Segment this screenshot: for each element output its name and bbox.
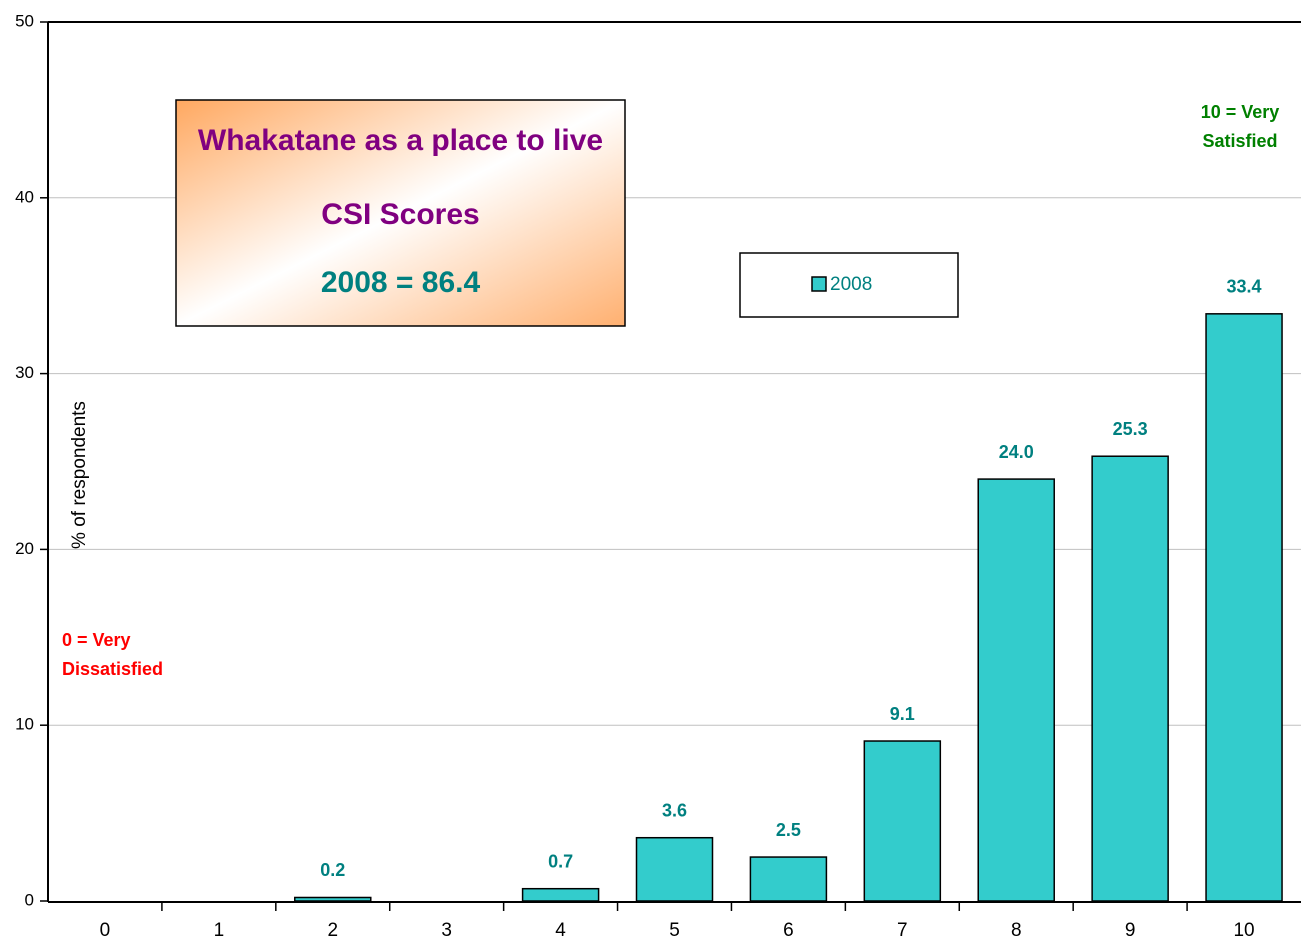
bar — [749, 856, 828, 902]
bar — [863, 740, 942, 902]
x-tick-label: 4 — [555, 920, 566, 941]
legend-swatch — [811, 276, 827, 292]
y-tick-label: 20 — [15, 539, 34, 558]
x-tick-label: 10 — [1233, 920, 1254, 941]
bar — [977, 478, 1055, 902]
y-tick-label: 40 — [15, 187, 34, 206]
data-label: 2.5 — [776, 820, 801, 840]
subtitle: CSI Scores — [321, 198, 480, 231]
x-tick-label: 0 — [100, 920, 111, 941]
y-axis-label: % of respondents — [69, 401, 90, 549]
bar — [521, 887, 600, 902]
data-label: 25.3 — [1113, 419, 1148, 439]
legend-label: 2008 — [830, 274, 872, 295]
x-tick-label: 1 — [214, 920, 225, 941]
bar — [1205, 313, 1283, 902]
x-tick-label: 6 — [783, 920, 794, 941]
y-tick-label: 50 — [15, 11, 34, 30]
score-note: 2008 = 86.4 — [320, 266, 481, 299]
bar — [1091, 455, 1169, 902]
legend-box — [739, 252, 959, 318]
y-tick-label: 0 — [25, 890, 34, 909]
title: Whakatane as a place to live — [197, 124, 604, 157]
annotation-high: 10 = Very Satisfied — [1200, 102, 1280, 151]
data-label: 24.0 — [999, 442, 1034, 462]
data-label: 9.1 — [890, 704, 915, 724]
x-tick-label: 5 — [669, 920, 680, 941]
bar — [294, 896, 372, 902]
x-tick-label: 2 — [327, 920, 338, 941]
annotation-low: 0 = Very Dissatisfied — [62, 630, 164, 679]
x-tick-label: 7 — [897, 920, 908, 941]
data-label: 33.4 — [1227, 277, 1262, 297]
title-box — [175, 99, 626, 327]
x-tick-label: 9 — [1125, 920, 1136, 941]
bar — [635, 836, 714, 902]
x-tick-label: 3 — [441, 920, 452, 941]
data-label: 3.6 — [662, 800, 687, 820]
y-tick-label: 30 — [15, 363, 34, 382]
x-tick-label: 8 — [1011, 920, 1022, 941]
data-label: 0.7 — [548, 851, 573, 871]
y-tick-label: 10 — [15, 715, 34, 734]
data-label: 0.2 — [320, 860, 345, 880]
